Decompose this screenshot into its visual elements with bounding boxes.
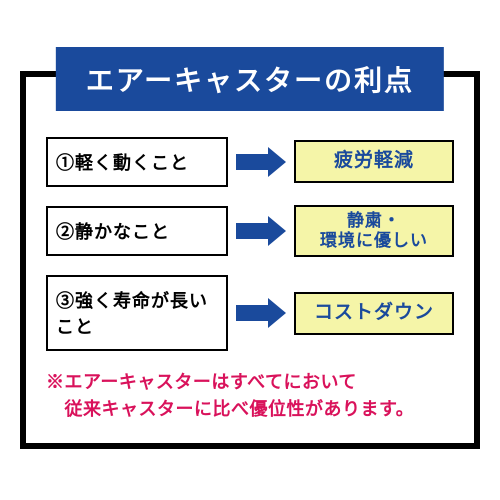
feature-box-2: ②静かなこと — [46, 206, 228, 256]
arrow-right-icon — [236, 298, 286, 328]
footnote: ※エアーキャスターはすべてにおいて 従来キャスターに比べ優位性があります。 — [46, 369, 454, 423]
feature-box-1: ①軽く動くこと — [46, 137, 228, 187]
footnote-line2: 従来キャスターに比べ優位性があります。 — [46, 399, 414, 419]
rows-container: ①軽く動くこと 疲労軽減 ②静かなこと 静粛・環境に優しい ③強く寿命が長いこと コストダ… — [46, 137, 454, 352]
arrow-right-icon — [236, 216, 286, 246]
footnote-line1: ※エアーキャスターはすべてにおいて — [46, 372, 357, 392]
feature-box-3: ③強く寿命が長いこと — [46, 275, 228, 351]
title-text: エアーキャスターの利点 — [86, 65, 414, 96]
title-banner: エアーキャスターの利点 — [56, 47, 444, 111]
arrow-right-icon — [236, 147, 286, 177]
benefit-box-1: 疲労軽減 — [294, 140, 454, 183]
benefit-box-3: コストダウン — [294, 292, 454, 335]
row-3: ③強く寿命が長いこと コストダウン — [46, 275, 454, 351]
row-2: ②静かなこと 静粛・環境に優しい — [46, 205, 454, 258]
row-1: ①軽く動くこと 疲労軽減 — [46, 137, 454, 187]
benefit-box-2: 静粛・環境に優しい — [294, 205, 454, 258]
main-frame: エアーキャスターの利点 ①軽く動くこと疲労軽減②静かなこと静粛・環境に優しい③強… — [20, 71, 480, 450]
